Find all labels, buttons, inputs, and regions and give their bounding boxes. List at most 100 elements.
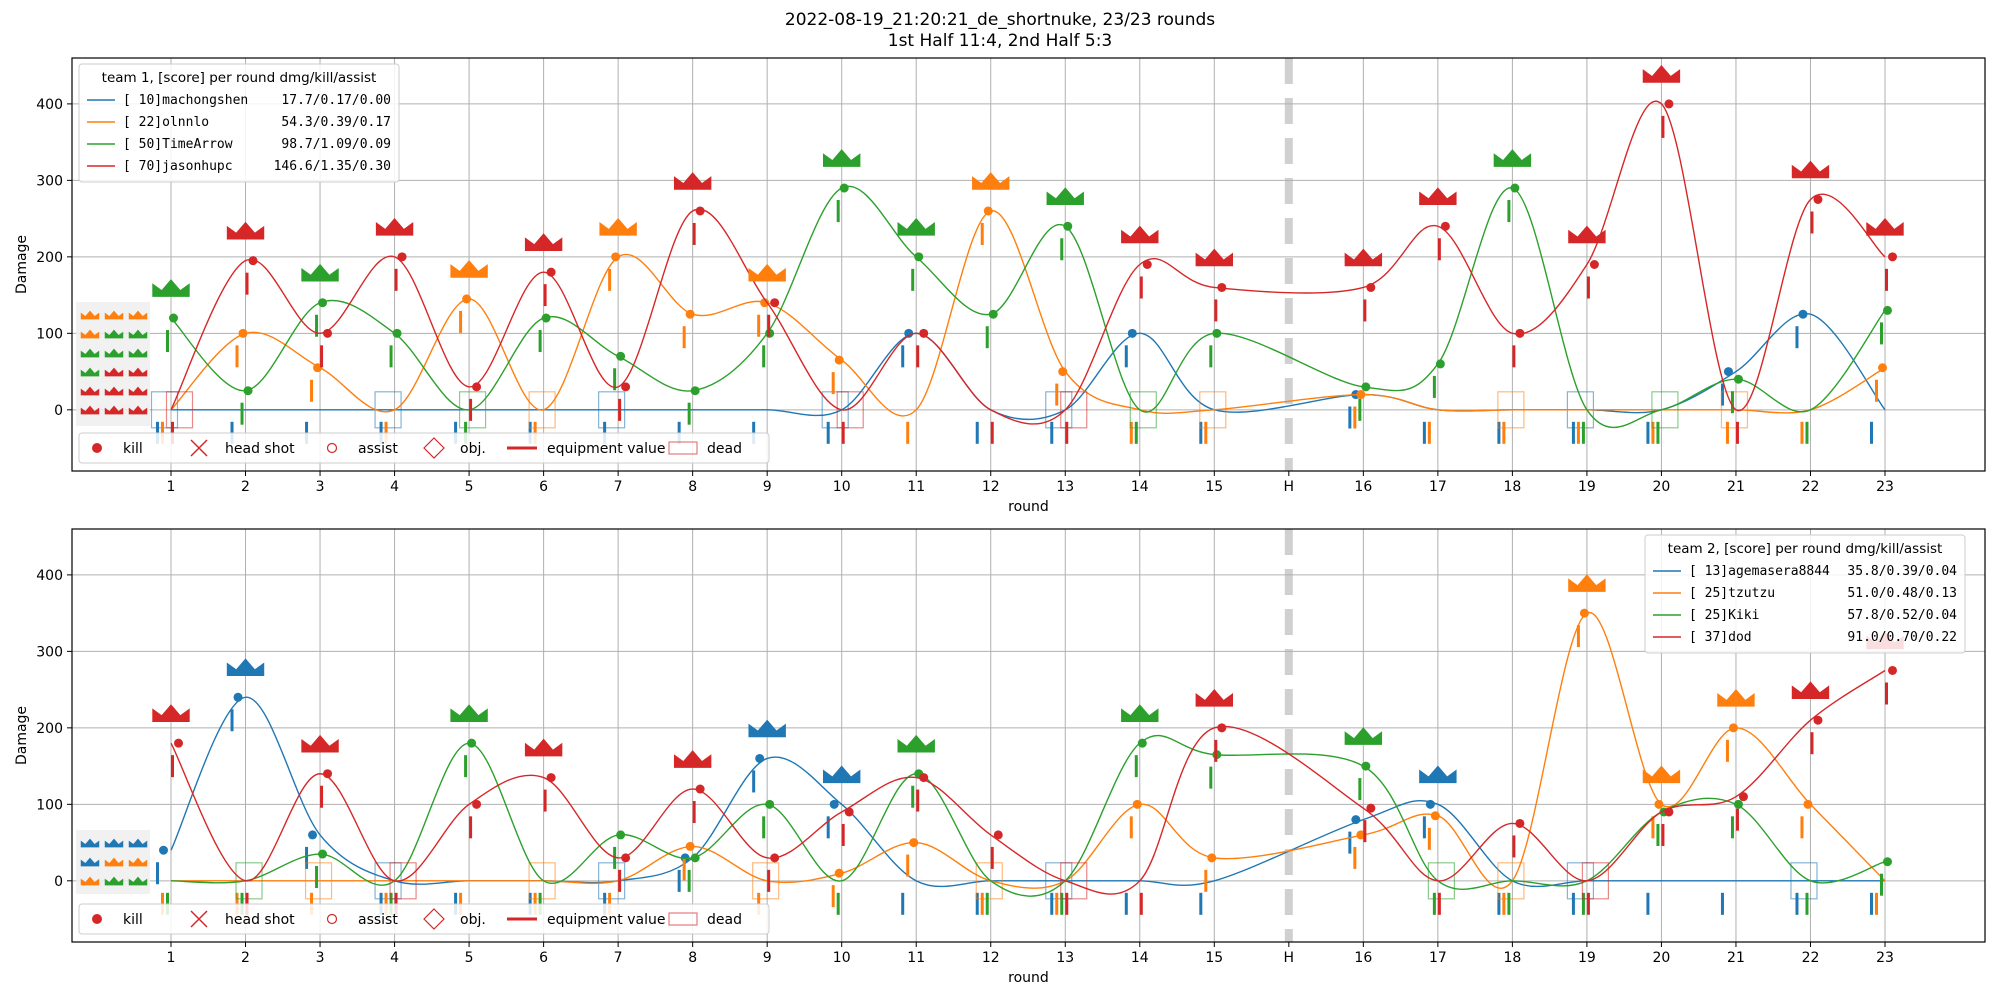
kill-marker <box>685 309 695 319</box>
dead-marker <box>1045 391 1073 429</box>
x-tick-label: 16 <box>1354 479 1372 495</box>
x-tick-label: 14 <box>1131 479 1149 495</box>
mvp-crown-icon <box>748 719 786 738</box>
legend-player-stats: 51.0/0.48/0.13 <box>1847 586 1957 601</box>
kill-marker <box>988 309 998 319</box>
kill-marker <box>1733 374 1743 384</box>
x-tick-label: 5 <box>465 479 474 495</box>
kill-marker <box>1440 221 1450 231</box>
x-tick-label: 1 <box>167 950 176 966</box>
x-axis-label: round <box>1008 499 1049 515</box>
kill-marker <box>1132 799 1142 809</box>
mvp-crown-icon <box>599 217 637 236</box>
kill-marker <box>248 256 258 266</box>
kill-marker <box>1878 363 1887 373</box>
legend-player-stats: 54.3/0.39/0.17 <box>281 115 391 130</box>
y-tick-label: 100 <box>36 326 63 342</box>
dead-marker <box>1651 391 1679 429</box>
mvp-crown-icon <box>1195 688 1234 707</box>
legend-kill-icon <box>92 914 102 924</box>
legend-player-name: [ 22]olnnlo <box>123 115 209 130</box>
legend-headshot-icon <box>190 439 208 457</box>
dead-marker <box>975 862 1003 900</box>
x-tick-label: 12 <box>982 950 1000 966</box>
kill-marker <box>904 328 914 338</box>
x-tick-label: 8 <box>688 479 697 495</box>
mvp-summary-crown-icon <box>104 348 124 358</box>
dead-marker <box>1060 862 1088 900</box>
legend-headshot-icon <box>190 910 208 928</box>
dead-marker <box>836 391 864 429</box>
x-tick-label: 23 <box>1876 950 1894 966</box>
kill-marker <box>323 328 333 338</box>
panel-1: 1 2 3 4 5 6 7 8 9 10 11 12 13 14 15 H 16 17 18 19 20 21 22 2301… <box>14 57 1986 515</box>
kill-marker <box>760 298 770 308</box>
kill-marker <box>392 328 402 338</box>
legend-title: team 1, [score] per round dmg/kill/assis… <box>102 70 377 86</box>
dead-marker <box>235 862 263 900</box>
y-axis-label: Damage <box>14 706 30 765</box>
x-tick-label: 6 <box>539 950 548 966</box>
kill-marker <box>1664 807 1674 817</box>
mvp-crown-icon <box>822 765 861 784</box>
mvp-crown-icon <box>897 734 935 753</box>
kill-marker <box>1366 282 1376 292</box>
legend-assist-icon <box>326 913 338 925</box>
mvp-summary-crown-icon <box>80 310 100 320</box>
kill-marker <box>308 830 318 840</box>
mvp-crown-icon <box>1791 681 1830 700</box>
x-tick-label: 16 <box>1354 950 1372 966</box>
kill-marker <box>834 868 844 878</box>
mvp-summary-crown-icon <box>128 838 148 848</box>
kill-marker <box>755 753 765 763</box>
mvp-summary-crown-icon <box>104 838 124 848</box>
kill-marker <box>174 738 183 748</box>
kill-marker <box>770 298 780 308</box>
mvp-crown-icon <box>375 217 414 236</box>
mvp-crown-icon <box>524 738 563 757</box>
mvp-crown-icon <box>1791 160 1830 179</box>
x-tick-label: H <box>1284 479 1295 495</box>
kill-marker <box>318 298 328 308</box>
legend-player-name: [ 25]tzutzu <box>1689 586 1775 601</box>
mvp-summary-crown-icon <box>128 857 148 867</box>
mvp-summary-crown-icon <box>104 857 124 867</box>
kill-marker <box>1728 723 1738 733</box>
mvp-summary-box <box>76 302 150 426</box>
x-tick-label: 23 <box>1876 479 1894 495</box>
mvp-summary-crown-icon <box>128 348 148 358</box>
kill-marker <box>1510 183 1520 193</box>
mvp-summary-crown-icon <box>80 876 100 886</box>
x-tick-label: 14 <box>1131 950 1149 966</box>
legend-player-name: [ 10]machongshen <box>123 93 248 108</box>
kill-marker <box>169 313 178 323</box>
x-tick-label: 15 <box>1205 950 1223 966</box>
mvp-summary-crown-icon <box>104 329 124 339</box>
legend-title: team 2, [score] per round dmg/kill/assis… <box>1668 541 1943 557</box>
mvp-crown-icon <box>524 233 563 251</box>
legend-player-name: [ 25]Kiki <box>1689 608 1759 623</box>
mvp-crown-icon <box>1344 727 1383 745</box>
legend-kill-label: kill <box>123 441 143 457</box>
mvp-crown-icon <box>450 704 488 722</box>
x-tick-label: 15 <box>1205 479 1223 495</box>
x-tick-label: 17 <box>1429 479 1447 495</box>
kill-marker <box>472 799 482 809</box>
x-tick-label: 22 <box>1802 950 1820 966</box>
legend-headshot-label: head shot <box>225 912 295 928</box>
dead-marker <box>458 391 487 429</box>
kill-marker <box>1883 305 1892 315</box>
legend-player-stats: 35.8/0.39/0.04 <box>1847 564 1957 579</box>
legend-assist-icon <box>326 442 338 454</box>
kill-marker <box>1435 359 1445 369</box>
x-tick-label: 13 <box>1056 479 1074 495</box>
kill-marker <box>919 328 929 338</box>
mvp-summary-crown-icon <box>104 876 124 886</box>
mvp-crown-icon <box>1568 574 1606 592</box>
kill-marker <box>1142 260 1152 269</box>
kill-marker <box>1361 382 1371 392</box>
x-tick-label: 21 <box>1727 479 1745 495</box>
dead-marker <box>165 391 194 429</box>
kill-marker <box>770 853 780 863</box>
